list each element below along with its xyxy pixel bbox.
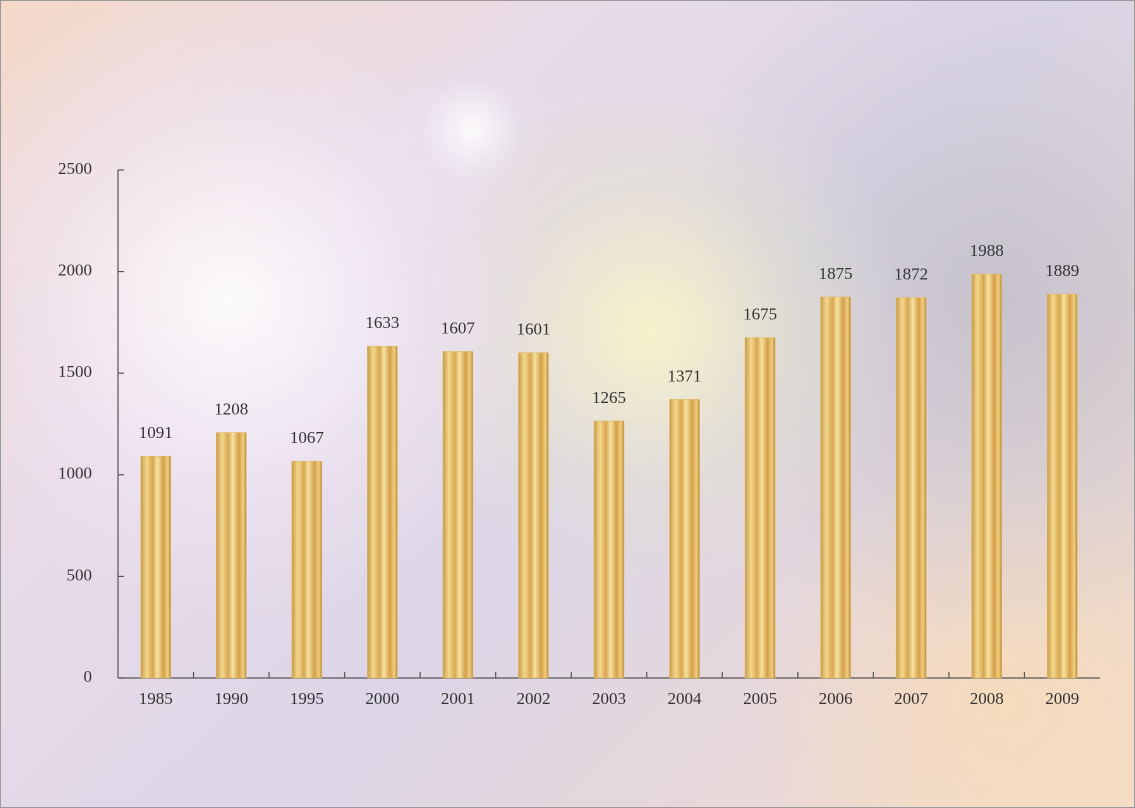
x-tick-label: 2007: [894, 689, 929, 708]
data-label: 1988: [970, 241, 1004, 260]
y-tick-label: 1500: [58, 362, 92, 381]
bar: [593, 420, 625, 679]
x-tick-label: 1995: [290, 689, 324, 708]
x-tick-label: 2004: [668, 689, 703, 708]
x-tick-label: 2005: [743, 689, 777, 708]
y-tick-label: 2000: [58, 261, 92, 280]
bar: [291, 460, 323, 679]
bar: [216, 432, 247, 679]
y-tick-label: 0: [84, 667, 93, 686]
data-label: 1607: [441, 318, 476, 337]
data-label: 1265: [592, 388, 626, 407]
bar: [442, 351, 474, 679]
data-label: 1208: [214, 399, 248, 418]
x-tick-label: 2000: [365, 689, 399, 708]
x-tick-label: 2009: [1045, 689, 1079, 708]
data-label: 1872: [894, 265, 928, 284]
x-tick-label: 1985: [139, 689, 173, 708]
data-label: 1091: [139, 423, 173, 442]
data-label: 1067: [290, 428, 325, 447]
bar: [971, 273, 1002, 679]
x-tick-label: 2003: [592, 689, 626, 708]
bar: [518, 352, 549, 679]
x-tick-label: 2006: [819, 689, 853, 708]
bar: [367, 345, 398, 679]
bar: [895, 297, 927, 679]
y-tick-label: 1000: [58, 464, 92, 483]
data-label: 1633: [365, 313, 399, 332]
data-label: 1675: [743, 305, 777, 324]
x-tick-label: 1990: [214, 689, 248, 708]
bar: [140, 456, 172, 679]
x-tick-label: 2008: [970, 689, 1004, 708]
bar: [744, 337, 776, 679]
y-tick-label: 2500: [58, 159, 92, 178]
bar: [1046, 293, 1078, 679]
bar: [820, 296, 851, 679]
bar: [669, 399, 700, 679]
x-tick-label: 2002: [516, 689, 550, 708]
data-label: 1601: [516, 320, 550, 339]
y-tick-label: 500: [67, 565, 93, 584]
data-label: 1371: [668, 366, 702, 385]
x-tick-label: 2001: [441, 689, 475, 708]
data-label: 1889: [1045, 261, 1079, 280]
data-label: 1875: [819, 264, 853, 283]
